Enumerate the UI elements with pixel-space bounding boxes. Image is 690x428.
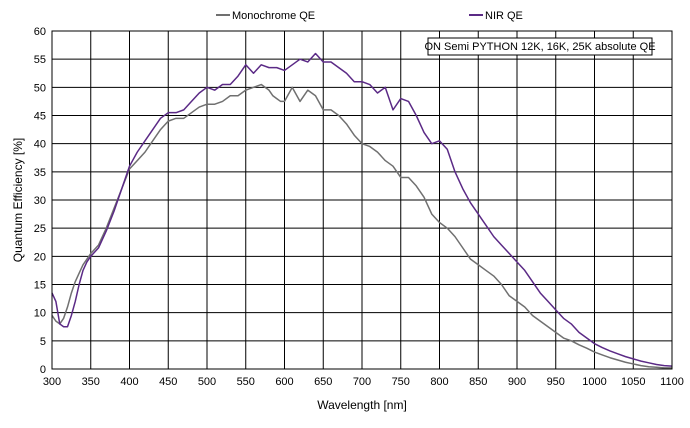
x-tick-label: 850 (469, 376, 487, 388)
series-line-nir (51, 52, 673, 367)
y-tick-label: 30 (34, 195, 46, 207)
annotation-border (427, 37, 653, 56)
y-tick-label: 40 (34, 139, 46, 151)
x-tick-label: 650 (314, 376, 332, 388)
y-tick-label: 35 (34, 167, 46, 179)
y-tick-label: 20 (34, 251, 46, 263)
x-tick-label: 1000 (582, 376, 606, 388)
x-tick-label: 900 (508, 376, 526, 388)
x-tick-label: 950 (547, 376, 565, 388)
y-tick-label: 15 (34, 280, 46, 292)
annotation-box: ON Semi PYTHON 12K, 16K, 25K absolute QE (424, 37, 656, 56)
x-tick-label: 450 (159, 376, 177, 388)
x-tick-label: 1100 (660, 376, 684, 388)
y-axis-label: Quantum Efficiency [%] (11, 138, 25, 263)
y-tick-label: 5 (40, 336, 46, 348)
y-tick-label: 55 (34, 54, 46, 66)
x-tick-label: 1050 (621, 376, 645, 388)
x-axis-label: Wavelength [nm] (317, 398, 407, 412)
x-tick-label: 800 (430, 376, 448, 388)
series-lines (51, 52, 673, 369)
annotation-text: ON Semi PYTHON 12K, 16K, 25K absolute QE (424, 41, 655, 53)
legend-label-nir: NIR QE (485, 10, 523, 22)
y-tick-label: 10 (34, 308, 46, 320)
x-tick-labels: 300 350 400 450 500 550 600 650 700 750 800 850 900 9… (43, 376, 684, 388)
legend-label-monochrome: Monochrome QE (232, 10, 315, 22)
x-tick-label: 750 (392, 376, 410, 388)
y-tick-label: 50 (34, 82, 46, 94)
y-tick-label: 60 (34, 26, 46, 38)
y-tick-label: 0 (40, 364, 46, 376)
x-tick-label: 350 (82, 376, 100, 388)
x-tick-label: 550 (237, 376, 255, 388)
x-tick-label: 700 (353, 376, 371, 388)
x-tick-label: 600 (275, 376, 293, 388)
x-tick-label: 300 (43, 376, 61, 388)
y-tick-label: 25 (34, 223, 46, 235)
y-tick-labels: 0 5 10 15 20 25 30 35 40 45 50 55 60 (34, 26, 46, 376)
x-tick-label: 500 (198, 376, 216, 388)
legend: Monochrome QE NIR QE (216, 10, 523, 22)
plot-frame (51, 30, 673, 370)
x-tick-label: 400 (120, 376, 138, 388)
y-tick-label: 45 (34, 111, 46, 123)
